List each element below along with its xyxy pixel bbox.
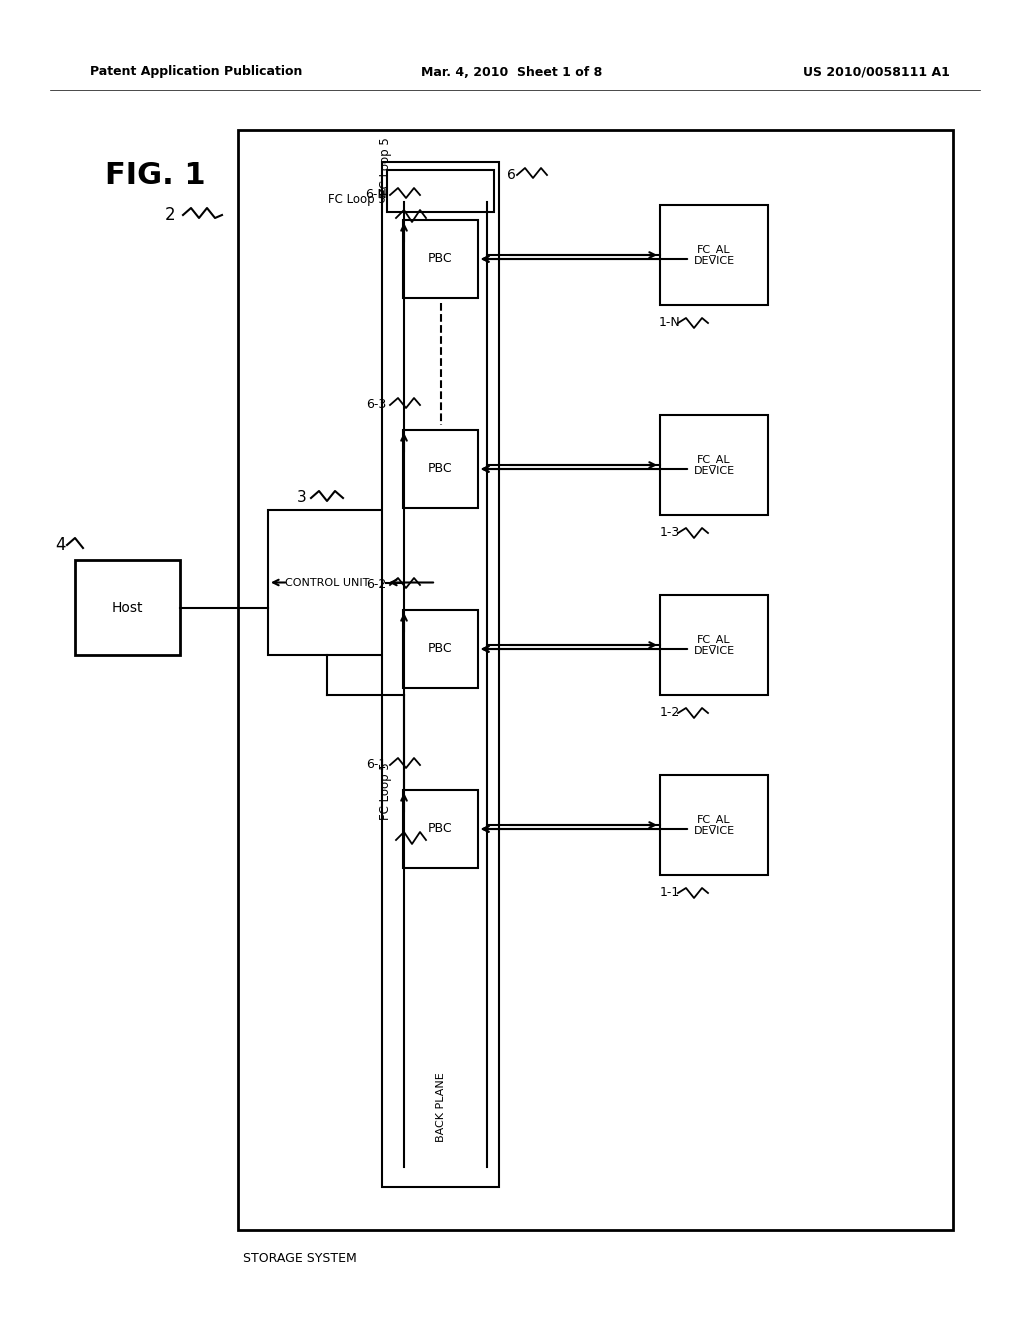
Text: FIG. 1: FIG. 1	[105, 161, 206, 190]
Bar	[403, 789, 478, 869]
Text: 1-3: 1-3	[659, 527, 680, 540]
Text: 6-N: 6-N	[366, 189, 387, 202]
Bar	[660, 414, 768, 515]
Text: 1-1: 1-1	[659, 887, 680, 899]
Bar	[403, 610, 478, 688]
Text: FC Loop 5: FC Loop 5	[329, 194, 386, 206]
Bar	[387, 170, 494, 213]
Bar	[403, 430, 478, 508]
Text: PBC: PBC	[428, 822, 453, 836]
Text: 4: 4	[54, 536, 66, 554]
Bar	[75, 560, 180, 655]
Text: 6-1: 6-1	[366, 759, 386, 771]
Text: FC_AL
DEVICE: FC_AL DEVICE	[693, 813, 734, 837]
Bar	[660, 205, 768, 305]
Text: 1-2: 1-2	[659, 706, 680, 719]
Text: FC_AL
DEVICE: FC_AL DEVICE	[693, 454, 734, 477]
Text: FC_AL
DEVICE: FC_AL DEVICE	[693, 244, 734, 267]
Text: Mar. 4, 2010  Sheet 1 of 8: Mar. 4, 2010 Sheet 1 of 8	[421, 66, 603, 78]
Text: FC Loop 5: FC Loop 5	[380, 137, 392, 195]
Text: Host: Host	[112, 601, 143, 615]
Bar	[382, 162, 499, 1187]
Text: BACK PLANE: BACK PLANE	[435, 1072, 445, 1142]
Text: FC_AL
DEVICE: FC_AL DEVICE	[693, 634, 734, 656]
Bar	[238, 129, 953, 1230]
Bar	[403, 220, 478, 298]
Text: 6-3: 6-3	[366, 399, 386, 412]
Text: STORAGE SYSTEM: STORAGE SYSTEM	[243, 1251, 356, 1265]
Bar	[660, 775, 768, 875]
Text: PBC: PBC	[428, 643, 453, 656]
Text: 6: 6	[507, 168, 516, 182]
Text: 3: 3	[297, 491, 307, 506]
Text: US 2010/0058111 A1: US 2010/0058111 A1	[803, 66, 950, 78]
Text: 2: 2	[165, 206, 175, 224]
Text: 1-N: 1-N	[659, 317, 681, 330]
Bar	[268, 510, 386, 655]
Text: FC Loop 5: FC Loop 5	[380, 762, 392, 820]
Text: PBC: PBC	[428, 462, 453, 475]
Bar	[660, 595, 768, 696]
Text: PBC: PBC	[428, 252, 453, 265]
Text: Patent Application Publication: Patent Application Publication	[90, 66, 302, 78]
Text: CONTROL UNIT: CONTROL UNIT	[285, 578, 370, 587]
Text: 6-2: 6-2	[366, 578, 386, 591]
